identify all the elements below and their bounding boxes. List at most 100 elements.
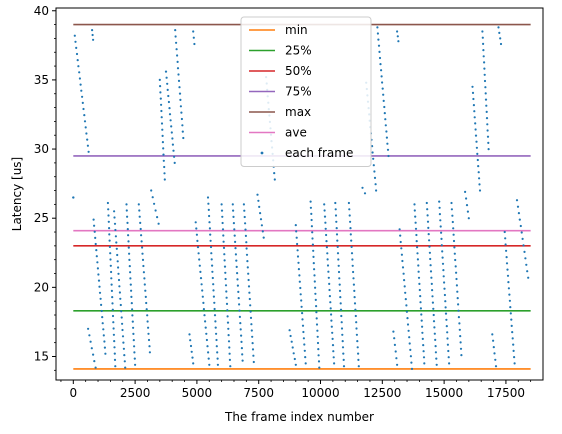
legend-label: max — [285, 105, 311, 119]
data-point — [175, 41, 178, 44]
data-point — [338, 283, 341, 286]
data-point — [96, 267, 99, 270]
data-point — [146, 320, 149, 323]
data-point — [113, 210, 116, 213]
data-point — [87, 327, 90, 330]
data-point — [79, 83, 82, 86]
data-point — [225, 302, 229, 305]
data-point — [142, 264, 145, 268]
data-point — [140, 240, 143, 243]
data-point — [182, 136, 185, 140]
data-point — [519, 224, 522, 228]
x-tick-label: 10000 — [301, 386, 339, 400]
data-point — [112, 327, 115, 330]
legend-label: 50% — [285, 64, 312, 78]
data-point — [250, 329, 253, 332]
data-point — [475, 146, 478, 149]
x-tick-label: 5000 — [182, 386, 213, 400]
data-point — [442, 275, 445, 278]
data-point — [199, 277, 203, 280]
data-point — [206, 196, 210, 199]
data-point — [504, 243, 507, 246]
data-point — [141, 246, 144, 249]
data-point — [451, 214, 454, 217]
data-point — [347, 201, 350, 205]
data-point — [323, 209, 326, 212]
data-point — [310, 225, 313, 228]
data-point — [111, 302, 114, 305]
data-point — [420, 319, 423, 322]
data-point — [194, 221, 197, 224]
data-point — [357, 365, 360, 368]
data-point — [129, 271, 132, 274]
data-point — [92, 353, 95, 356]
data-point — [259, 212, 262, 215]
data-point — [459, 335, 462, 338]
data-point — [205, 332, 208, 335]
data-point — [273, 178, 276, 181]
data-point — [114, 228, 117, 232]
y-tick-label: 40 — [34, 4, 49, 18]
data-point — [235, 259, 238, 262]
data-point — [315, 323, 319, 326]
data-point — [296, 255, 300, 258]
data-point — [339, 308, 343, 311]
data-point — [335, 233, 339, 236]
data-point — [92, 38, 95, 41]
data-point — [240, 340, 243, 343]
data-point — [296, 249, 299, 252]
data-point — [422, 350, 425, 353]
data-point — [509, 306, 512, 309]
data-point — [327, 270, 330, 273]
data-point — [456, 290, 459, 293]
data-point — [337, 264, 340, 267]
data-point — [111, 308, 114, 311]
data-point — [73, 34, 76, 37]
data-point — [302, 337, 305, 340]
data-point — [435, 363, 438, 366]
data-point — [212, 283, 215, 286]
data-point — [410, 367, 414, 370]
data-point — [373, 176, 377, 179]
data-point — [216, 351, 219, 354]
data-point — [108, 233, 111, 236]
data-point — [121, 328, 124, 332]
data-point — [342, 352, 345, 355]
data-point — [312, 249, 315, 252]
data-point — [380, 75, 383, 78]
data-point — [329, 307, 332, 310]
data-point — [249, 316, 253, 319]
data-point — [132, 339, 135, 342]
data-point — [103, 340, 106, 343]
data-point — [179, 98, 182, 101]
data-point — [339, 296, 342, 299]
data-point — [505, 249, 508, 252]
data-point — [224, 271, 227, 274]
data-point — [297, 261, 300, 264]
data-point — [227, 340, 231, 343]
data-point — [431, 289, 434, 292]
data-point — [434, 351, 437, 354]
data-point — [459, 341, 462, 344]
data-point — [494, 365, 498, 368]
data-point — [251, 335, 254, 338]
data-point — [454, 265, 457, 268]
data-point — [440, 244, 443, 247]
data-point — [423, 362, 426, 365]
data-point — [476, 152, 479, 155]
data-point — [374, 183, 377, 186]
data-point — [452, 233, 455, 236]
data-point — [472, 97, 475, 101]
data-point — [297, 268, 300, 271]
data-point — [123, 360, 126, 363]
data-point — [330, 325, 333, 328]
data-point — [419, 307, 422, 310]
data-point — [236, 272, 239, 275]
data-point — [349, 227, 352, 230]
data-point — [421, 337, 424, 340]
data-point — [168, 107, 171, 110]
data-point — [484, 86, 487, 89]
data-point — [457, 316, 460, 319]
data-point — [112, 321, 115, 324]
data-point — [520, 231, 523, 234]
